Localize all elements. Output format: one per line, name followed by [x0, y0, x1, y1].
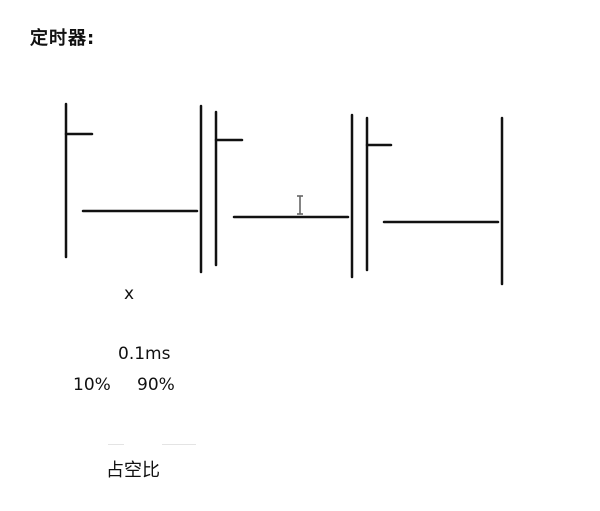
duty-high-label: 90%	[137, 375, 175, 395]
x-label: x	[124, 284, 135, 304]
page-title: 定时器:	[30, 28, 96, 49]
faint-dash-2	[162, 444, 196, 445]
text-cursor-icon	[297, 195, 303, 215]
duty-low-label: 10%	[73, 375, 111, 395]
duty-cycle-caption: 占空比	[106, 460, 160, 481]
faint-dash-1	[108, 444, 124, 445]
period-label: 0.1ms	[118, 344, 171, 364]
